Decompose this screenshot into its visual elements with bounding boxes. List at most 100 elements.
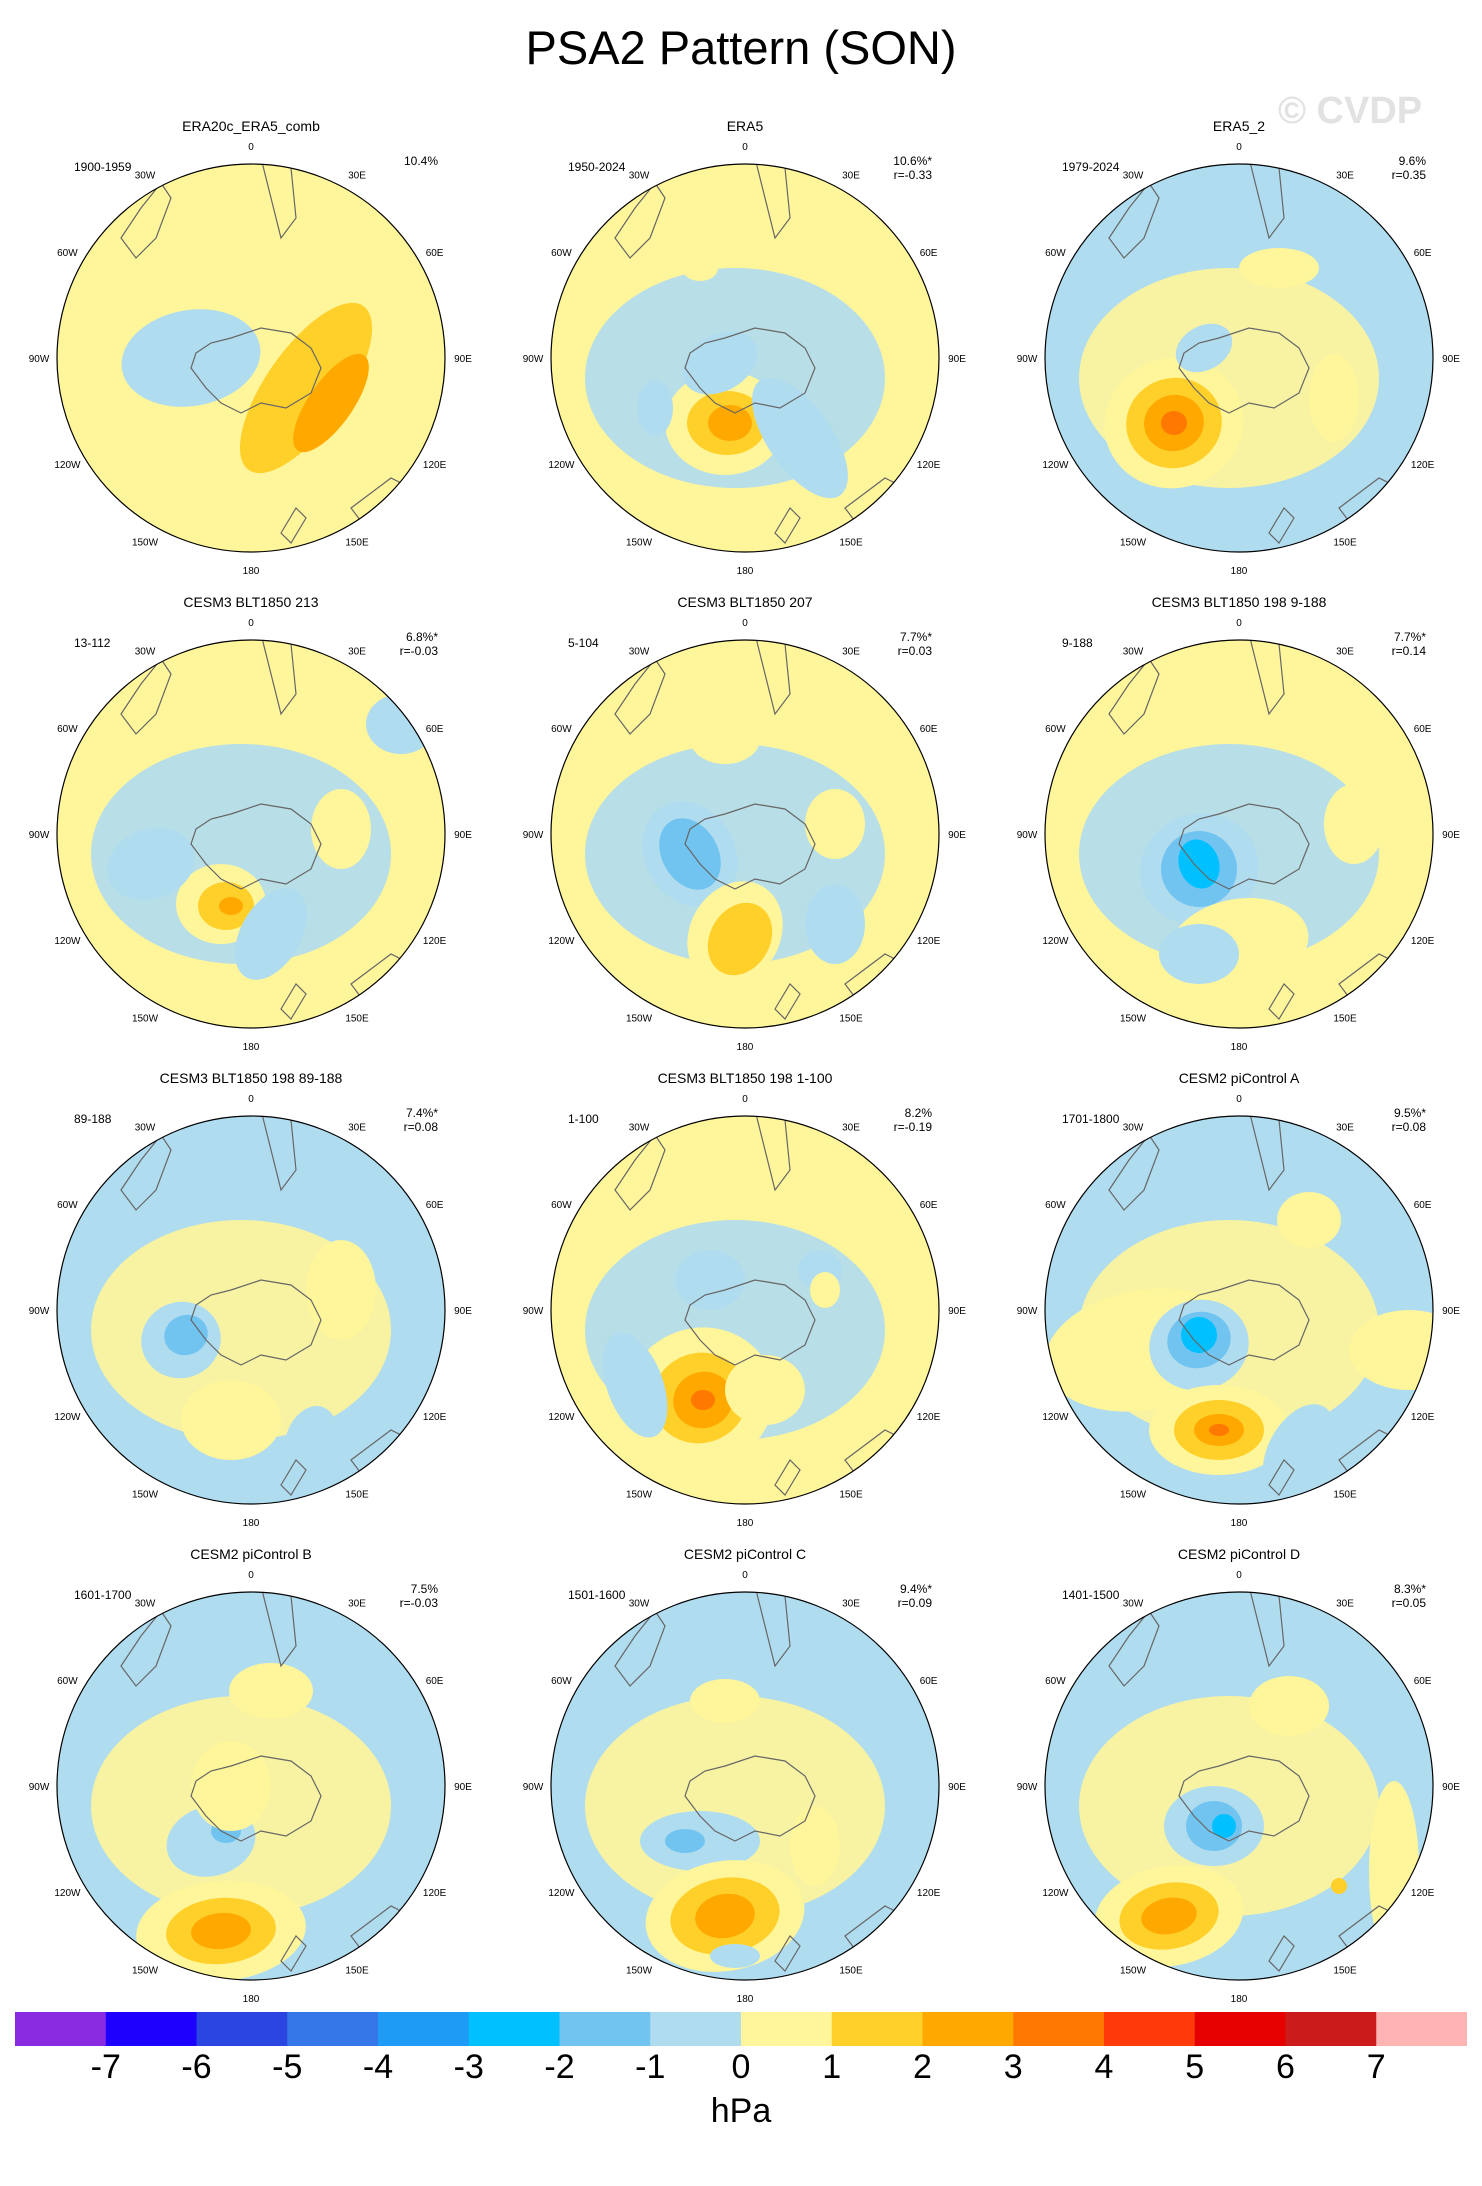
anomaly-contour (229, 1663, 313, 1719)
longitude-label: 90E (454, 354, 472, 365)
panel-title: CESM2 piControl A (1178, 1070, 1300, 1086)
longitude-label: 150E (1333, 538, 1357, 549)
antarctica-coastline (1178, 1755, 1310, 1842)
coastline (120, 181, 172, 259)
longitude-label: 120E (423, 1412, 447, 1423)
antarctica-coastline (190, 327, 322, 414)
coastline (1108, 657, 1160, 735)
longitude-label: 0 (1236, 1570, 1242, 1581)
colorbar-swatch (922, 2012, 1014, 2046)
panel-period: 1-100 (568, 1112, 599, 1126)
longitude-label: 150E (839, 1014, 863, 1025)
longitude-label: 90W (523, 830, 544, 841)
longitude-label: 30E (842, 1122, 860, 1133)
map-panel: 0 30E 60E 90E 120E 150E 180 150W 120W 90W 60W 30W ER… (992, 118, 1482, 592)
panel-variance-explained: 10.6%* (893, 154, 932, 168)
colorbar-swatch (105, 2012, 197, 2046)
anomaly-contour (293, 353, 369, 453)
map-panel: 0 30E 60E 90E 120E 150E 180 150W 120W 90W 60W 30W CE… (4, 1546, 498, 2020)
longitude-label: 60W (1045, 724, 1066, 735)
anomaly-contour (637, 380, 673, 436)
colorbar-swatch (1104, 2012, 1196, 2046)
longitude-label: 120W (54, 1888, 81, 1899)
panel-correlation: r=0.05 (1391, 1596, 1426, 1610)
anomaly-contour (665, 1829, 705, 1853)
longitude-label: 120W (548, 460, 575, 471)
longitude-label: 150E (345, 538, 369, 549)
panel-correlation: r=-0.03 (399, 1596, 438, 1610)
panel-variance-explained: 7.4%* (405, 1106, 438, 1120)
polar-map: 0 30E 60E 90E 120E 150E 180 150W 120W 90W 60W 30W (523, 1570, 967, 2005)
longitude-label: 180 (737, 1518, 754, 1529)
anomaly-contour (181, 1380, 281, 1460)
panel-correlation: r=-0.03 (399, 644, 438, 658)
polar-map: 0 30E 60E 90E 120E 150E 180 150W 120W 90W 60W 30W (1017, 618, 1461, 1053)
antarctica-coastline (684, 1755, 816, 1842)
antarctica-coastline (684, 327, 816, 414)
longitude-label: 30E (348, 1122, 366, 1133)
anomaly-contour (1159, 924, 1239, 984)
map-panel: 0 30E 60E 90E 120E 150E 180 150W 120W 90W 60W 30W CE… (498, 1546, 992, 2020)
panel-variance-explained: 7.7%* (899, 630, 932, 644)
coastline (1268, 1459, 1295, 1496)
anomaly-contour (707, 902, 773, 976)
anomaly-contour (1349, 1310, 1433, 1390)
longitude-label: 90W (1017, 354, 1038, 365)
map-border (1044, 1115, 1434, 1505)
colorbar-swatch (15, 2012, 107, 2046)
longitude-label: 90E (1442, 830, 1460, 841)
longitude-label: 180 (1231, 1042, 1248, 1053)
longitude-label: 60E (1414, 1200, 1432, 1211)
longitude-label: 120W (548, 936, 575, 947)
anomaly-contour (191, 1741, 271, 1831)
anomaly-contour (1161, 411, 1187, 435)
antarctica-coastline (1178, 1279, 1310, 1366)
longitude-label: 30E (1336, 170, 1354, 181)
longitude-label: 150W (132, 1014, 159, 1025)
longitude-label: 180 (1231, 1518, 1248, 1529)
anomaly-contour (1262, 1404, 1336, 1496)
longitude-label: 30W (629, 1598, 650, 1609)
longitude-label: 120E (1411, 460, 1435, 471)
anomaly-contour (1249, 1676, 1329, 1736)
colorbar-swatch (1376, 2012, 1467, 2046)
longitude-label: 120W (548, 1412, 575, 1423)
colorbar-units: hPa (710, 2092, 772, 2130)
polar-map: 0 30E 60E 90E 120E 150E 180 150W 120W 90W 60W 30W (1017, 1570, 1461, 2005)
colorbar-tick-label: 3 (1003, 2048, 1023, 2086)
anomaly-contour (284, 1406, 338, 1474)
anomaly-contour (1239, 248, 1319, 288)
longitude-label: 180 (1231, 1994, 1248, 2005)
polar-map: 0 30E 60E 90E 120E 150E 180 150W 120W 90W 60W 30W (29, 1094, 473, 1529)
longitude-label: 30E (348, 646, 366, 657)
longitude-label: 120W (1042, 936, 1069, 947)
coastline (1108, 181, 1160, 259)
anomaly-contour (193, 1465, 229, 1485)
longitude-label: 60E (1414, 248, 1432, 259)
longitude-label: 30W (1123, 1598, 1144, 1609)
longitude-label: 60W (57, 248, 78, 259)
panel-period: 13-112 (74, 636, 111, 650)
longitude-label: 150W (132, 538, 159, 549)
anomaly-contour (164, 1314, 208, 1356)
panel-title: ERA5 (726, 118, 764, 134)
panel-title: CESM3 BLT1850 213 (183, 594, 319, 610)
panel-period: 5-104 (568, 636, 599, 650)
panel-correlation: r=0.03 (897, 644, 932, 658)
map-border (56, 1591, 446, 1981)
longitude-label: 0 (1236, 142, 1242, 153)
panel-title: ERA20c_ERA5_comb (182, 118, 320, 134)
longitude-label: 30W (1123, 646, 1144, 657)
coastline (1268, 1935, 1295, 1972)
longitude-label: 30E (842, 1598, 860, 1609)
longitude-label: 30W (629, 1122, 650, 1133)
anomaly-contour (1331, 1878, 1347, 1894)
longitude-label: 60W (551, 1200, 572, 1211)
anomaly-contour (1324, 784, 1384, 864)
panel-title: CESM2 piControl B (190, 1546, 312, 1562)
panel-period: 1900-1959 (74, 160, 132, 174)
longitude-label: 120E (1411, 1412, 1435, 1423)
longitude-label: 0 (1236, 618, 1242, 629)
longitude-label: 0 (248, 1570, 254, 1581)
longitude-label: 120E (917, 1888, 941, 1899)
